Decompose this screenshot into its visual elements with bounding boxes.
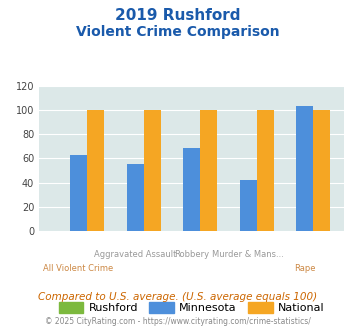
Text: Rape: Rape	[294, 264, 316, 273]
Bar	[87, 110, 104, 231]
Text: Robbery: Robbery	[174, 250, 209, 259]
Text: All Violent Crime: All Violent Crime	[43, 264, 114, 273]
Text: © 2025 CityRating.com - https://www.cityrating.com/crime-statistics/: © 2025 CityRating.com - https://www.city…	[45, 317, 310, 326]
Text: Violent Crime Comparison: Violent Crime Comparison	[76, 25, 279, 39]
Text: Murder & Mans...: Murder & Mans...	[212, 250, 284, 259]
Text: Aggravated Assault: Aggravated Assault	[94, 250, 176, 259]
Bar	[70, 155, 87, 231]
Text: 2019 Rushford: 2019 Rushford	[115, 8, 240, 23]
Bar	[240, 180, 257, 231]
Bar	[200, 110, 217, 231]
Bar	[183, 148, 200, 231]
Text: Compared to U.S. average. (U.S. average equals 100): Compared to U.S. average. (U.S. average …	[38, 292, 317, 302]
Bar	[296, 106, 313, 231]
Legend: Rushford, Minnesota, National: Rushford, Minnesota, National	[54, 298, 329, 318]
Bar	[143, 110, 160, 231]
Bar	[127, 164, 143, 231]
Bar	[257, 110, 274, 231]
Bar	[313, 110, 331, 231]
